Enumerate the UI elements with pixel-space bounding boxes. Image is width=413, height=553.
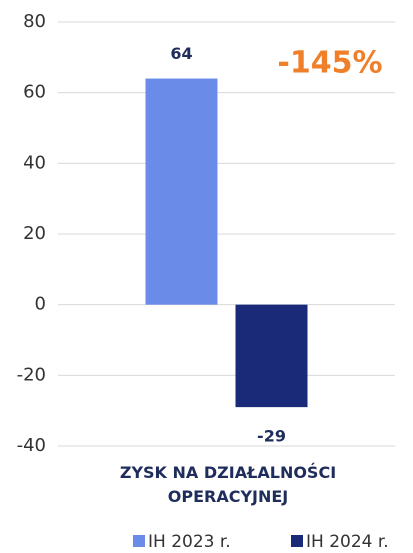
y-tick-label: 20 bbox=[23, 223, 46, 244]
legend-swatch bbox=[133, 535, 145, 547]
legend-label: IH 2023 r. bbox=[148, 532, 231, 552]
y-tick-label: 0 bbox=[35, 294, 46, 315]
y-tick-label: 60 bbox=[23, 82, 46, 103]
bar bbox=[145, 78, 218, 305]
y-tick-label: 40 bbox=[23, 152, 46, 173]
legend-swatch bbox=[291, 535, 303, 547]
data-label: -29 bbox=[257, 427, 286, 446]
category-label: ZYSK NA DZIAŁALNOŚCI OPERACYJNEJ bbox=[119, 463, 337, 506]
annotation: -145% bbox=[277, 46, 382, 81]
data-label: 64 bbox=[170, 44, 192, 63]
y-tick-label: -40 bbox=[17, 435, 46, 456]
y-tick-label: -20 bbox=[17, 364, 46, 385]
legend-label: IH 2024 r. bbox=[306, 532, 389, 552]
y-tick-label: 80 bbox=[23, 11, 46, 32]
bar bbox=[235, 304, 308, 408]
